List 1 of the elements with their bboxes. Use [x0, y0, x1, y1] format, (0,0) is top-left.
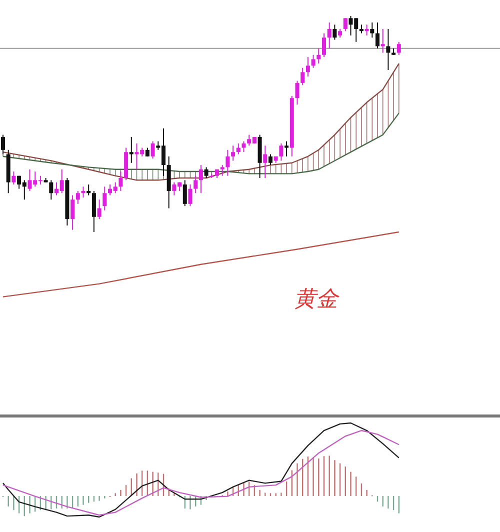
text: 黄金 — [294, 287, 340, 312]
